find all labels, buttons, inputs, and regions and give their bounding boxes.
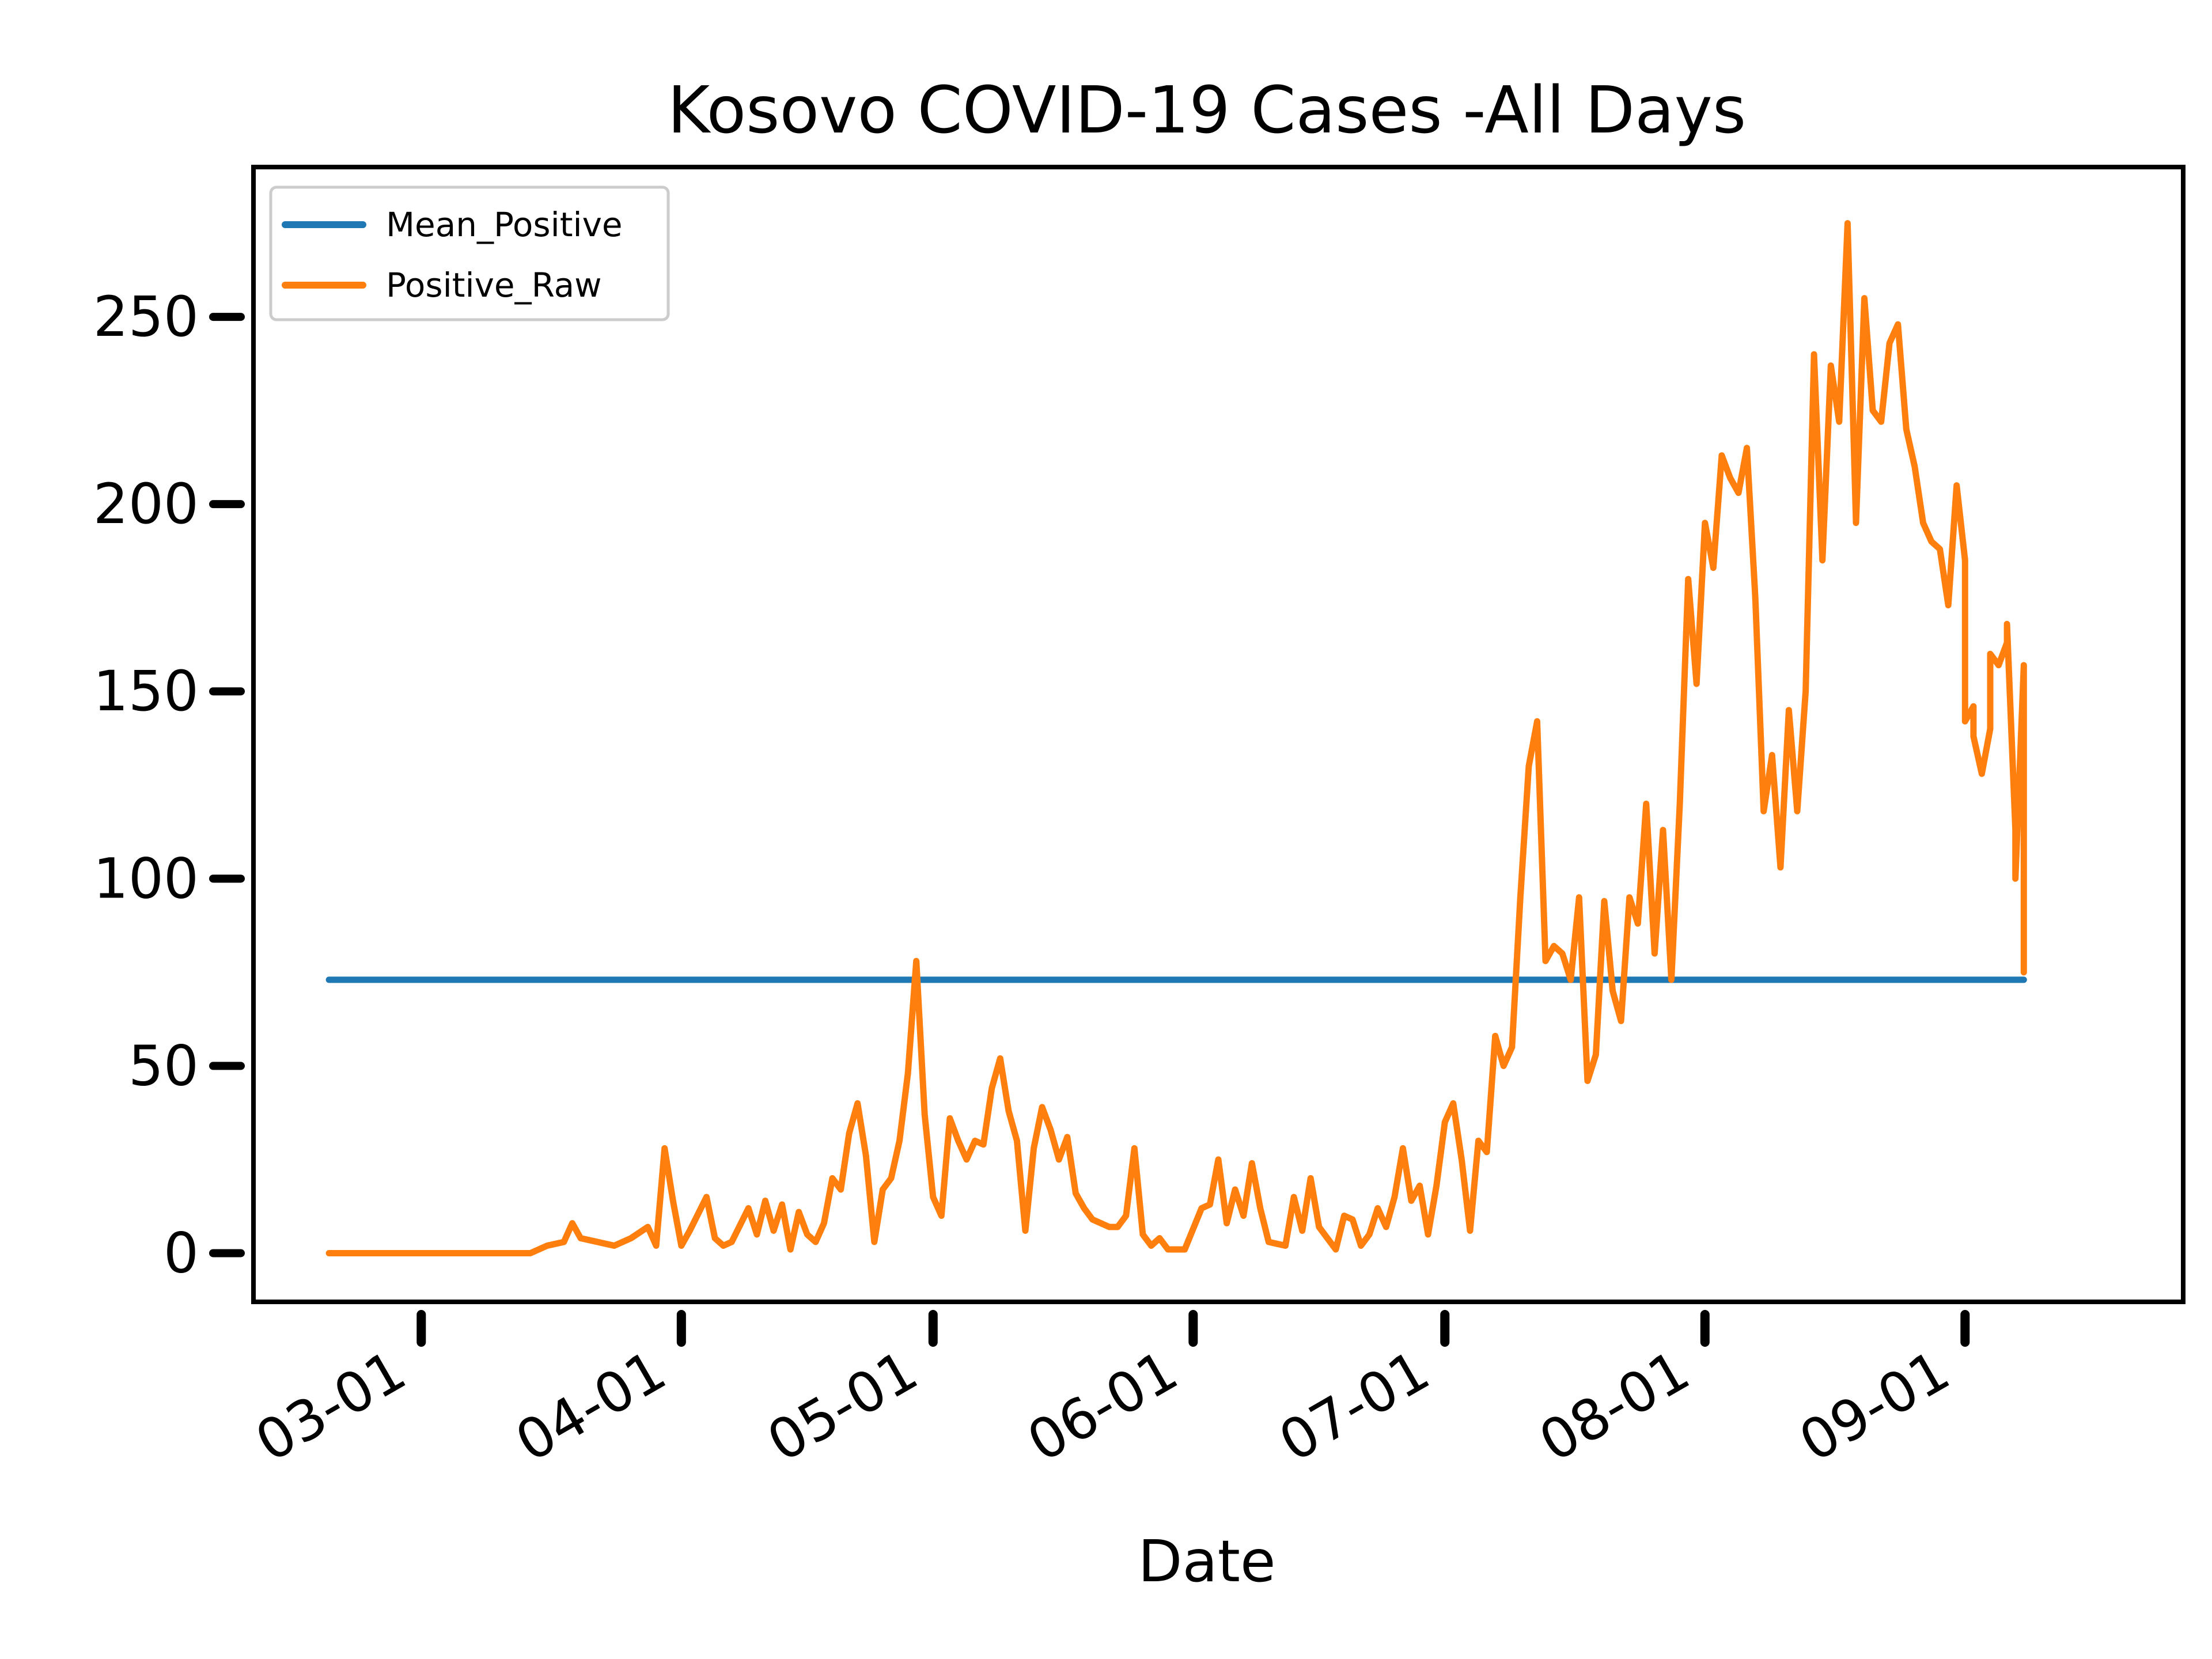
y-tick-label: 100 [93,846,199,911]
plot-border [251,165,2186,1304]
chart-title: Kosovo COVID-19 Cases -All Days [668,73,1746,148]
plot-frame [251,165,2186,1304]
legend-box [269,185,670,321]
legend-label: Positive_Raw [386,266,602,305]
series-layer [325,220,2027,1256]
y-axis: 0 50 100 150 200 250 [93,285,245,1285]
y-tick-label: 50 [128,1033,199,1098]
legend: Mean_Positive Positive_Raw [269,185,670,321]
y-tick-label: 250 [93,285,199,349]
series-line-positive-raw [325,220,2027,1256]
x-axis-title: Date [1138,1528,1275,1595]
legend-label: Mean_Positive [386,205,623,244]
y-tick-label: 0 [164,1221,199,1285]
y-tick-label: 150 [93,659,199,724]
y-tick-label: 200 [93,472,199,536]
